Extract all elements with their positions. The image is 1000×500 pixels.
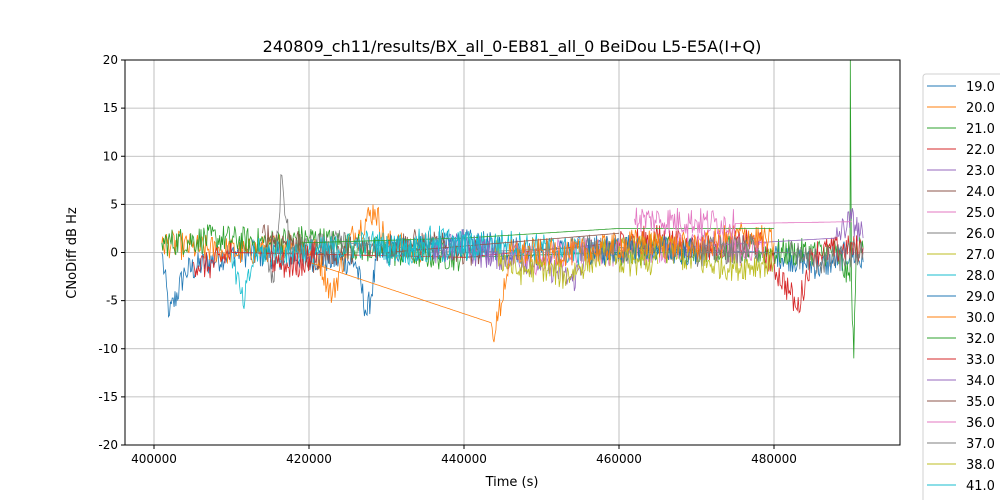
y-tick-label: -10 xyxy=(98,342,118,356)
x-tick-label: 420000 xyxy=(286,452,332,466)
y-tick-label: 15 xyxy=(103,101,118,115)
series-line-32.0 xyxy=(301,228,774,244)
series-line-38.0 xyxy=(618,249,659,277)
x-tick-label: 460000 xyxy=(596,452,642,466)
legend-box xyxy=(922,73,1000,500)
series-line-27.0 xyxy=(494,234,775,289)
series-line-35.0 xyxy=(386,232,620,253)
y-tick-label: -15 xyxy=(98,390,118,404)
series-line-21.0 xyxy=(161,60,864,359)
x-axis-label: Time (s) xyxy=(485,475,539,490)
legend-entry: 29.0 xyxy=(966,290,995,305)
y-tick-label: 5 xyxy=(110,197,118,211)
legend-entry: 37.0 xyxy=(966,437,995,452)
chart-title: 240809_ch11/results/BX_all_0-EB81_all_0 … xyxy=(263,37,762,57)
series-line-36.0 xyxy=(634,207,852,238)
legend: 19.0 20.0 21.0 22.0 23.0 24.0 25.0 26.0 27.0 28.0… xyxy=(922,73,1000,500)
legend-entry: 21.0 xyxy=(966,122,995,137)
y-tick-label: -5 xyxy=(106,294,118,308)
legend-entry: 38.0 xyxy=(966,458,995,473)
legend-entry: 36.0 xyxy=(966,416,995,431)
legend-entry: 24.0 xyxy=(966,185,995,200)
legend-entry: 27.0 xyxy=(966,248,995,263)
x-tick-label: 400000 xyxy=(131,452,177,466)
x-tick-label: 440000 xyxy=(441,452,487,466)
series-line-33.0 xyxy=(269,241,318,278)
legend-entry: 25.0 xyxy=(966,206,995,221)
legend-entry: 32.0 xyxy=(966,332,995,347)
legend-entry: 41.0 xyxy=(966,479,995,494)
legend-entry: 34.0 xyxy=(966,374,995,389)
legend-entry: 33.0 xyxy=(966,353,995,368)
legend-entry: 22.0 xyxy=(966,143,995,158)
series-line-37.0 xyxy=(696,234,759,267)
x-tick-label: 480000 xyxy=(751,452,797,466)
legend-entry: 26.0 xyxy=(966,227,995,242)
y-tick-label: 10 xyxy=(103,149,118,163)
series-line-20.0 xyxy=(161,204,426,303)
y-tick-label: 0 xyxy=(110,246,118,260)
y-axis-label: CNoDiff dB Hz xyxy=(65,207,80,299)
legend-entry: 20.0 xyxy=(966,101,995,116)
y-tick-label: -20 xyxy=(98,438,118,452)
series-line-30.0 xyxy=(308,222,775,343)
legend-entry: 28.0 xyxy=(966,269,995,284)
y-tick-label: 20 xyxy=(103,53,118,67)
legend-entry: 35.0 xyxy=(966,395,995,410)
legend-entry: 19.0 xyxy=(966,80,995,95)
legend-entry: 30.0 xyxy=(966,311,995,326)
legend-entry: 23.0 xyxy=(966,164,995,179)
series-line-24.0 xyxy=(262,223,480,274)
series-line-41.0 xyxy=(386,225,480,268)
